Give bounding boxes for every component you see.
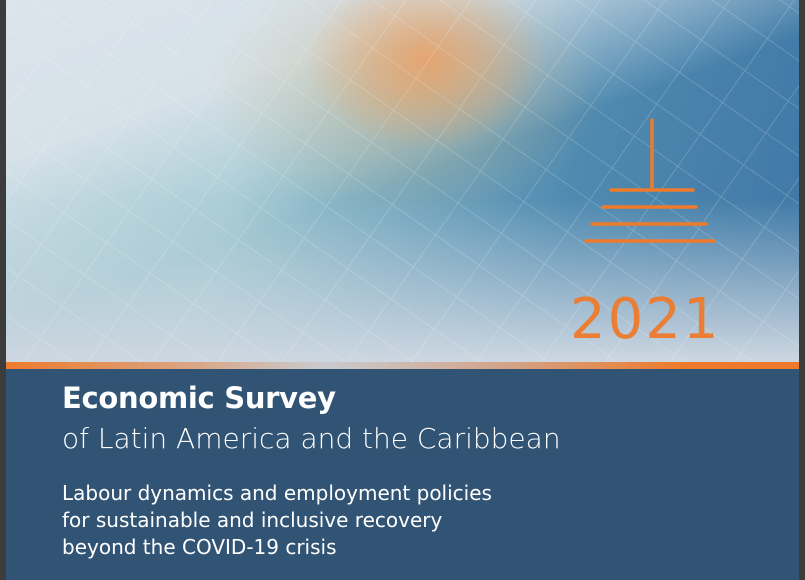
eclac-logo-icon: [584, 118, 716, 243]
cover-year: 2021: [570, 287, 721, 352]
title-panel: Economic Survey of Latin America and the…: [6, 369, 799, 580]
subtitle-line: for sustainable and inclusive recovery: [62, 508, 443, 532]
cover-title: Economic Survey: [62, 381, 336, 415]
subtitle-line: beyond the COVID-19 crisis: [62, 535, 337, 559]
accent-stripe: [6, 362, 799, 369]
cover-subtitle: Labour dynamics and employment policies …: [62, 480, 492, 561]
subtitle-line: Labour dynamics and employment policies: [62, 481, 492, 505]
cover-artwork: [6, 0, 799, 362]
cover-title-line2: of Latin America and the Caribbean: [62, 422, 561, 455]
document-cover: 2021 Economic Survey of Latin America an…: [6, 0, 799, 580]
